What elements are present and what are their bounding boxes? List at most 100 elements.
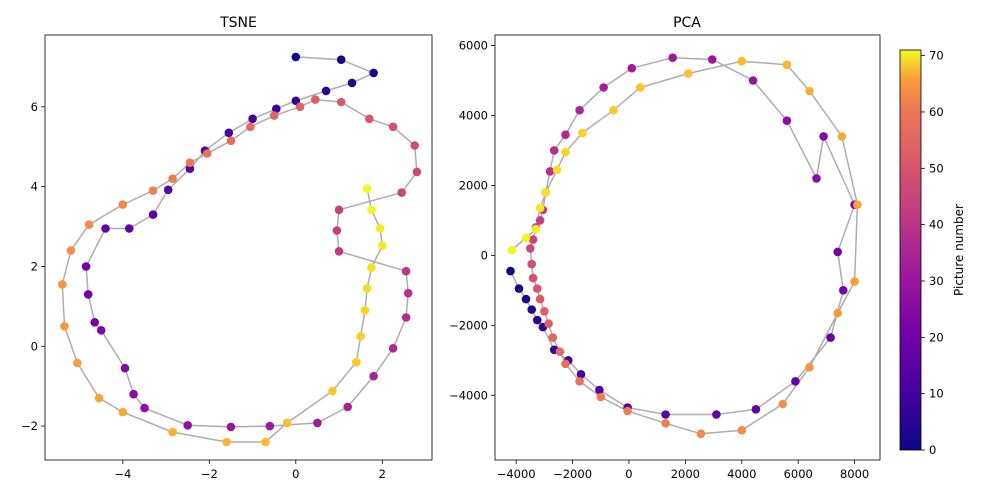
- tsne-point-19: [120, 363, 130, 373]
- pca-point-43: [548, 333, 558, 342]
- tsne-point-1: [336, 55, 346, 64]
- colorbar-ticks: 0 10 20 30 40 50 60 70: [921, 49, 944, 457]
- pca-point-59: [782, 60, 792, 69]
- tsne-y-tick-label: −2: [21, 419, 38, 433]
- colorbar-tick-label: 60: [929, 105, 944, 119]
- pca-point-63: [609, 105, 618, 115]
- colorbar-tick-label: 0: [929, 443, 936, 457]
- tsne-x-tick-label: −2: [201, 467, 218, 481]
- tsne-point-36: [412, 167, 422, 177]
- pca-point-68: [535, 203, 545, 213]
- tsne-point-61: [282, 418, 292, 428]
- colorbar-tick-label: 10: [929, 387, 944, 401]
- tsne-point-22: [183, 421, 192, 430]
- pca-point-2: [521, 294, 531, 304]
- tsne-point-63: [352, 357, 361, 367]
- tsne-point-43: [269, 111, 279, 120]
- pca-point-20: [812, 174, 821, 183]
- pca-point-14: [791, 377, 800, 386]
- pca-point-57: [837, 132, 847, 141]
- pca-point-36: [526, 244, 535, 253]
- pca-y-tick-label: −4000: [449, 388, 488, 402]
- colorbar-tick-label: 50: [929, 161, 944, 175]
- pca-point-60: [737, 56, 747, 66]
- pca-point-40: [535, 294, 545, 304]
- tsne-point-69: [375, 224, 385, 233]
- tsne-point-28: [388, 344, 398, 353]
- pca-point-67: [541, 188, 551, 197]
- pca-point-3: [527, 305, 536, 314]
- pca-point-71: [507, 245, 517, 255]
- pca-y-tick-label: 0: [481, 248, 488, 262]
- tsne-point-59: [222, 437, 231, 447]
- tsne-point-48: [168, 174, 177, 183]
- tsne-point-45: [226, 136, 236, 146]
- pca-point-51: [737, 426, 747, 435]
- tsne-point-62: [328, 386, 337, 396]
- tsne-point-10: [185, 164, 195, 173]
- pca-point-39: [533, 284, 542, 293]
- pca-point-69: [531, 224, 541, 234]
- pca-point-4: [533, 315, 542, 325]
- tsne-x-tick-label: 2: [379, 467, 386, 481]
- tsne-point-47: [185, 158, 195, 167]
- tsne-point-41: [311, 95, 320, 104]
- tsne-point-54: [60, 322, 69, 331]
- pca-point-17: [833, 247, 842, 257]
- pca-point-23: [707, 55, 717, 64]
- pca-point-24: [668, 53, 677, 62]
- pca-point-49: [661, 419, 670, 428]
- pca-connecting-line: [509, 56, 859, 435]
- pca-point-42: [544, 319, 553, 328]
- tsne-y-tick-label: 4: [31, 180, 38, 194]
- tsne-point-71: [362, 184, 372, 193]
- tsne-point-17: [90, 318, 99, 327]
- pca-point-41: [540, 307, 549, 316]
- tsne-point-21: [140, 403, 149, 413]
- pca-x-tick-label: −4000: [497, 467, 536, 481]
- tsne-point-8: [224, 128, 234, 138]
- pca-x-tick-label: −2000: [553, 467, 592, 481]
- pca-point-52: [778, 399, 787, 409]
- pca-point-9: [595, 385, 604, 395]
- colorbar-tick-label: 20: [929, 330, 944, 344]
- pca-point-13: [751, 405, 761, 414]
- tsne-point-23: [226, 422, 236, 432]
- pca-panel: PCA −4000 −2000 0 2000 4000 6000 8000 −4000 −200…: [449, 15, 881, 481]
- colorbar-gradient: [899, 49, 922, 451]
- pca-point-22: [748, 76, 758, 85]
- tsne-point-3: [347, 78, 357, 88]
- colorbar-tick-label: 40: [929, 218, 944, 232]
- pca-point-55: [850, 277, 859, 286]
- pca-axes: −4000 −2000 0 2000 4000 6000 8000 −4000 −2000 0 20…: [449, 34, 881, 481]
- pca-point-54: [833, 308, 842, 318]
- tsne-point-42: [295, 102, 305, 112]
- tsne-point-58: [168, 427, 177, 437]
- pca-point-27: [575, 105, 584, 115]
- pca-point-29: [549, 146, 559, 155]
- pca-y-tick-label: 2000: [459, 178, 488, 192]
- tsne-point-2: [369, 68, 378, 78]
- pca-point-1: [514, 284, 524, 293]
- pca-point-56: [853, 200, 862, 209]
- tsne-axes-frame: [44, 34, 433, 461]
- tsne-point-37: [410, 141, 420, 150]
- tsne-panel: TSNE −4 −2 0 2 −2 0 2 4 6: [21, 15, 433, 481]
- tsne-point-4: [321, 86, 331, 96]
- pca-point-28: [561, 130, 570, 139]
- tsne-point-13: [125, 224, 134, 233]
- tsne-point-44: [246, 122, 255, 132]
- pca-point-58: [805, 86, 814, 96]
- tsne-connecting-line: [61, 56, 418, 443]
- pca-point-33: [535, 216, 545, 225]
- tsne-point-68: [378, 241, 387, 250]
- colorbar-tick-label: 30: [929, 274, 944, 288]
- tsne-point-25: [313, 418, 322, 428]
- tsne-point-31: [401, 266, 411, 276]
- pca-x-tick-label: 4000: [727, 467, 756, 481]
- pca-point-35: [528, 235, 538, 244]
- pca-point-45: [561, 359, 570, 369]
- tsne-title: TSNE: [219, 15, 257, 31]
- tsne-point-18: [96, 326, 106, 335]
